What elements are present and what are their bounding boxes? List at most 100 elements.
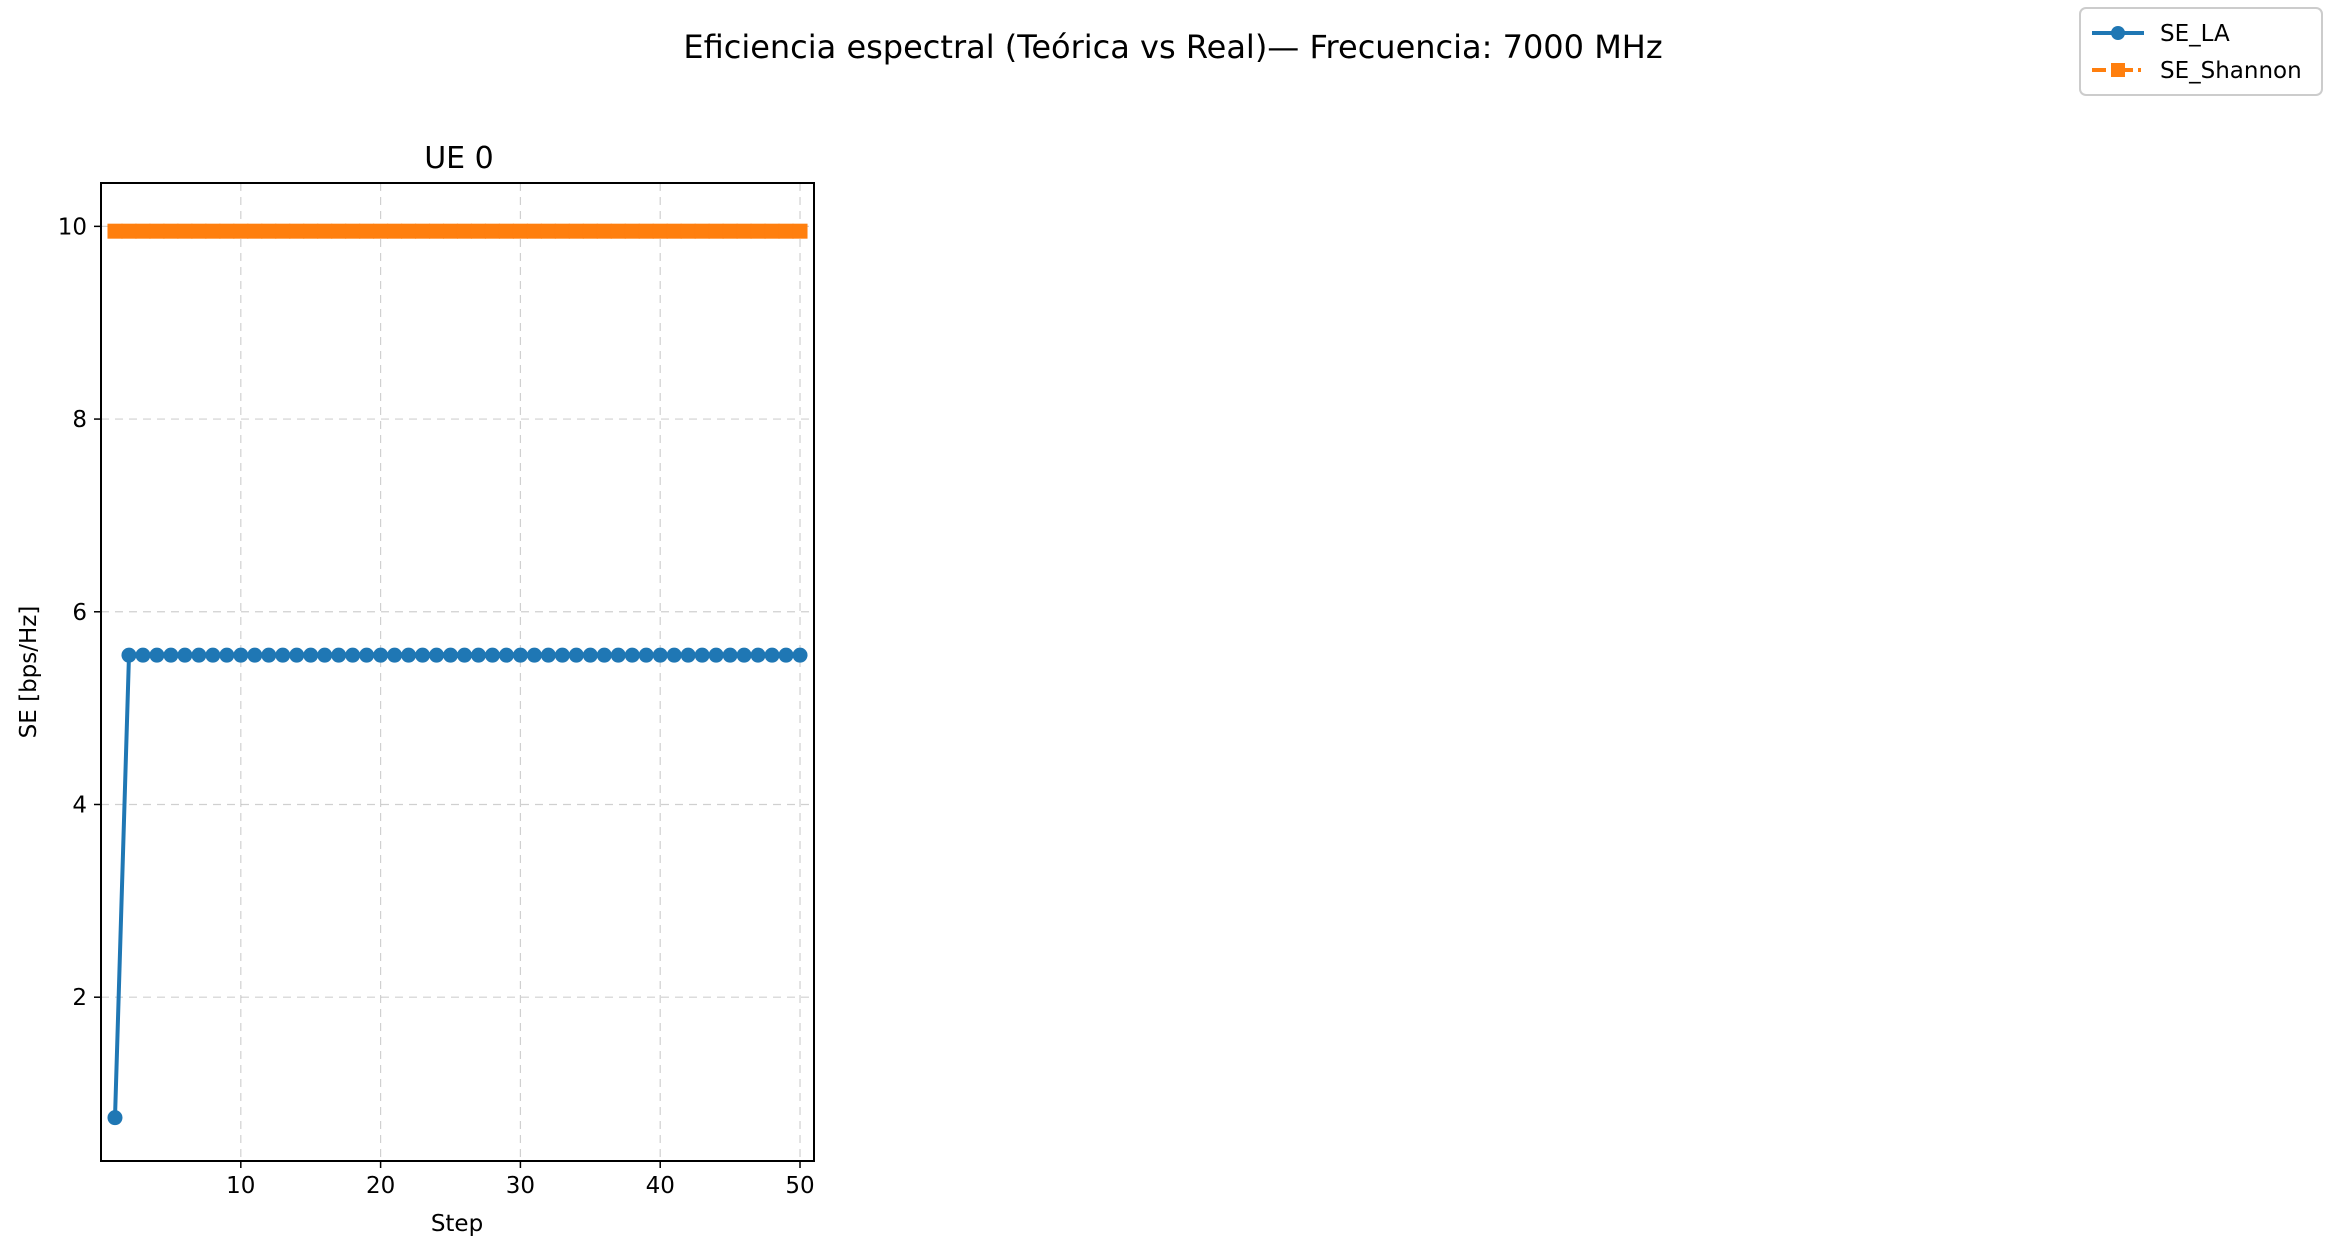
- legend-entry-se-la: SE_LA: [2092, 21, 2230, 47]
- data-point-se-shannon: [666, 223, 682, 239]
- ticks: 10 20 30 40 50 2 4 6 8 10: [58, 214, 815, 1199]
- series-layer: [107, 223, 808, 1126]
- legend-label-se-la: SE_LA: [2160, 21, 2230, 47]
- data-point-se-la: [359, 647, 375, 663]
- data-point-se-la: [778, 647, 794, 663]
- data-point-se-la: [443, 647, 459, 663]
- data-point-se-shannon: [121, 223, 137, 239]
- data-point-se-la: [191, 647, 207, 663]
- data-point-se-shannon: [652, 223, 668, 239]
- data-point-se-la: [498, 647, 514, 663]
- data-point-se-la: [554, 647, 570, 663]
- data-point-se-shannon: [443, 223, 459, 239]
- data-point-se-shannon: [638, 223, 654, 239]
- data-point-se-shannon: [750, 223, 766, 239]
- data-point-se-shannon: [526, 223, 542, 239]
- data-point-se-la: [666, 647, 682, 663]
- data-point-se-shannon: [694, 223, 710, 239]
- data-point-se-shannon: [610, 223, 626, 239]
- data-point-se-la: [387, 647, 403, 663]
- data-point-se-shannon: [205, 223, 221, 239]
- y-tick-label: 8: [72, 407, 87, 433]
- data-point-se-la: [149, 647, 165, 663]
- data-point-se-la: [121, 647, 137, 663]
- data-point-se-shannon: [470, 223, 486, 239]
- data-point-se-la: [261, 647, 277, 663]
- data-point-se-la: [233, 647, 249, 663]
- data-point-se-shannon: [554, 223, 570, 239]
- x-tick-label: 30: [506, 1173, 535, 1199]
- data-point-se-shannon: [191, 223, 207, 239]
- data-point-se-shannon: [680, 223, 696, 239]
- y-axis-label: SE [bps/Hz]: [16, 606, 42, 739]
- data-point-se-la: [764, 647, 780, 663]
- data-point-se-la: [470, 647, 486, 663]
- series-line-se-la: [113, 653, 800, 1118]
- data-point-se-la: [219, 647, 235, 663]
- data-point-se-shannon: [331, 223, 347, 239]
- data-point-se-shannon: [498, 223, 514, 239]
- data-point-se-la: [624, 647, 640, 663]
- legend-frame: [2079, 7, 2323, 96]
- x-axis-label: Step: [431, 1211, 483, 1237]
- data-point-se-shannon: [429, 223, 445, 239]
- data-point-se-shannon: [484, 223, 500, 239]
- data-point-se-la: [722, 647, 738, 663]
- data-point-se-shannon: [387, 223, 403, 239]
- data-point-se-shannon: [582, 223, 598, 239]
- data-point-se-la: [638, 647, 654, 663]
- data-point-se-la: [484, 647, 500, 663]
- chart-title: UE 0: [424, 141, 494, 176]
- data-point-se-la: [610, 647, 626, 663]
- data-point-se-la: [568, 647, 584, 663]
- data-point-se-la: [596, 647, 612, 663]
- data-point-se-shannon: [415, 223, 431, 239]
- data-point-se-shannon: [764, 223, 780, 239]
- data-point-se-shannon: [149, 223, 165, 239]
- data-point-se-shannon: [456, 223, 472, 239]
- legend-marker-se-shannon: [2111, 63, 2125, 77]
- data-point-se-la: [540, 647, 556, 663]
- data-point-se-shannon: [778, 223, 794, 239]
- data-point-se-shannon: [736, 223, 752, 239]
- data-point-se-shannon: [289, 223, 305, 239]
- data-point-se-la: [694, 647, 710, 663]
- data-point-se-shannon: [359, 223, 375, 239]
- data-point-se-shannon: [401, 223, 417, 239]
- data-point-se-la: [652, 647, 668, 663]
- data-point-se-shannon: [303, 223, 319, 239]
- x-tick-label: 10: [226, 1173, 255, 1199]
- data-point-se-shannon: [512, 223, 528, 239]
- data-point-se-la: [708, 647, 724, 663]
- legend-label-se-shannon: SE_Shannon: [2160, 58, 2302, 84]
- data-point-se-la: [317, 647, 333, 663]
- data-point-se-shannon: [568, 223, 584, 239]
- legend-entry-se-shannon: SE_Shannon: [2092, 58, 2302, 84]
- x-tick-label: 40: [646, 1173, 675, 1199]
- data-point-se-shannon: [247, 223, 263, 239]
- data-point-se-la: [331, 647, 347, 663]
- data-point-se-shannon: [163, 223, 179, 239]
- y-tick-label: 4: [72, 792, 87, 818]
- data-point-se-shannon: [135, 223, 151, 239]
- axes-frame: [100, 182, 815, 1162]
- data-point-se-la: [247, 647, 263, 663]
- data-point-se-la: [750, 647, 766, 663]
- data-point-se-shannon: [317, 223, 333, 239]
- data-point-se-shannon: [373, 223, 389, 239]
- data-point-se-la: [107, 1110, 123, 1126]
- data-point-se-la: [429, 647, 445, 663]
- data-point-se-la: [303, 647, 319, 663]
- data-point-se-la: [289, 647, 305, 663]
- data-point-se-shannon: [275, 223, 291, 239]
- legend: SE_LA SE_Shannon: [2079, 7, 2323, 96]
- data-point-se-la: [456, 647, 472, 663]
- legend-marker-se-la: [2111, 26, 2125, 40]
- data-point-se-la: [512, 647, 528, 663]
- y-tick-label: 10: [58, 214, 87, 240]
- data-point-se-la: [792, 647, 808, 663]
- y-tick-label: 2: [72, 985, 87, 1011]
- x-tick-label: 20: [366, 1173, 395, 1199]
- data-point-se-la: [205, 647, 221, 663]
